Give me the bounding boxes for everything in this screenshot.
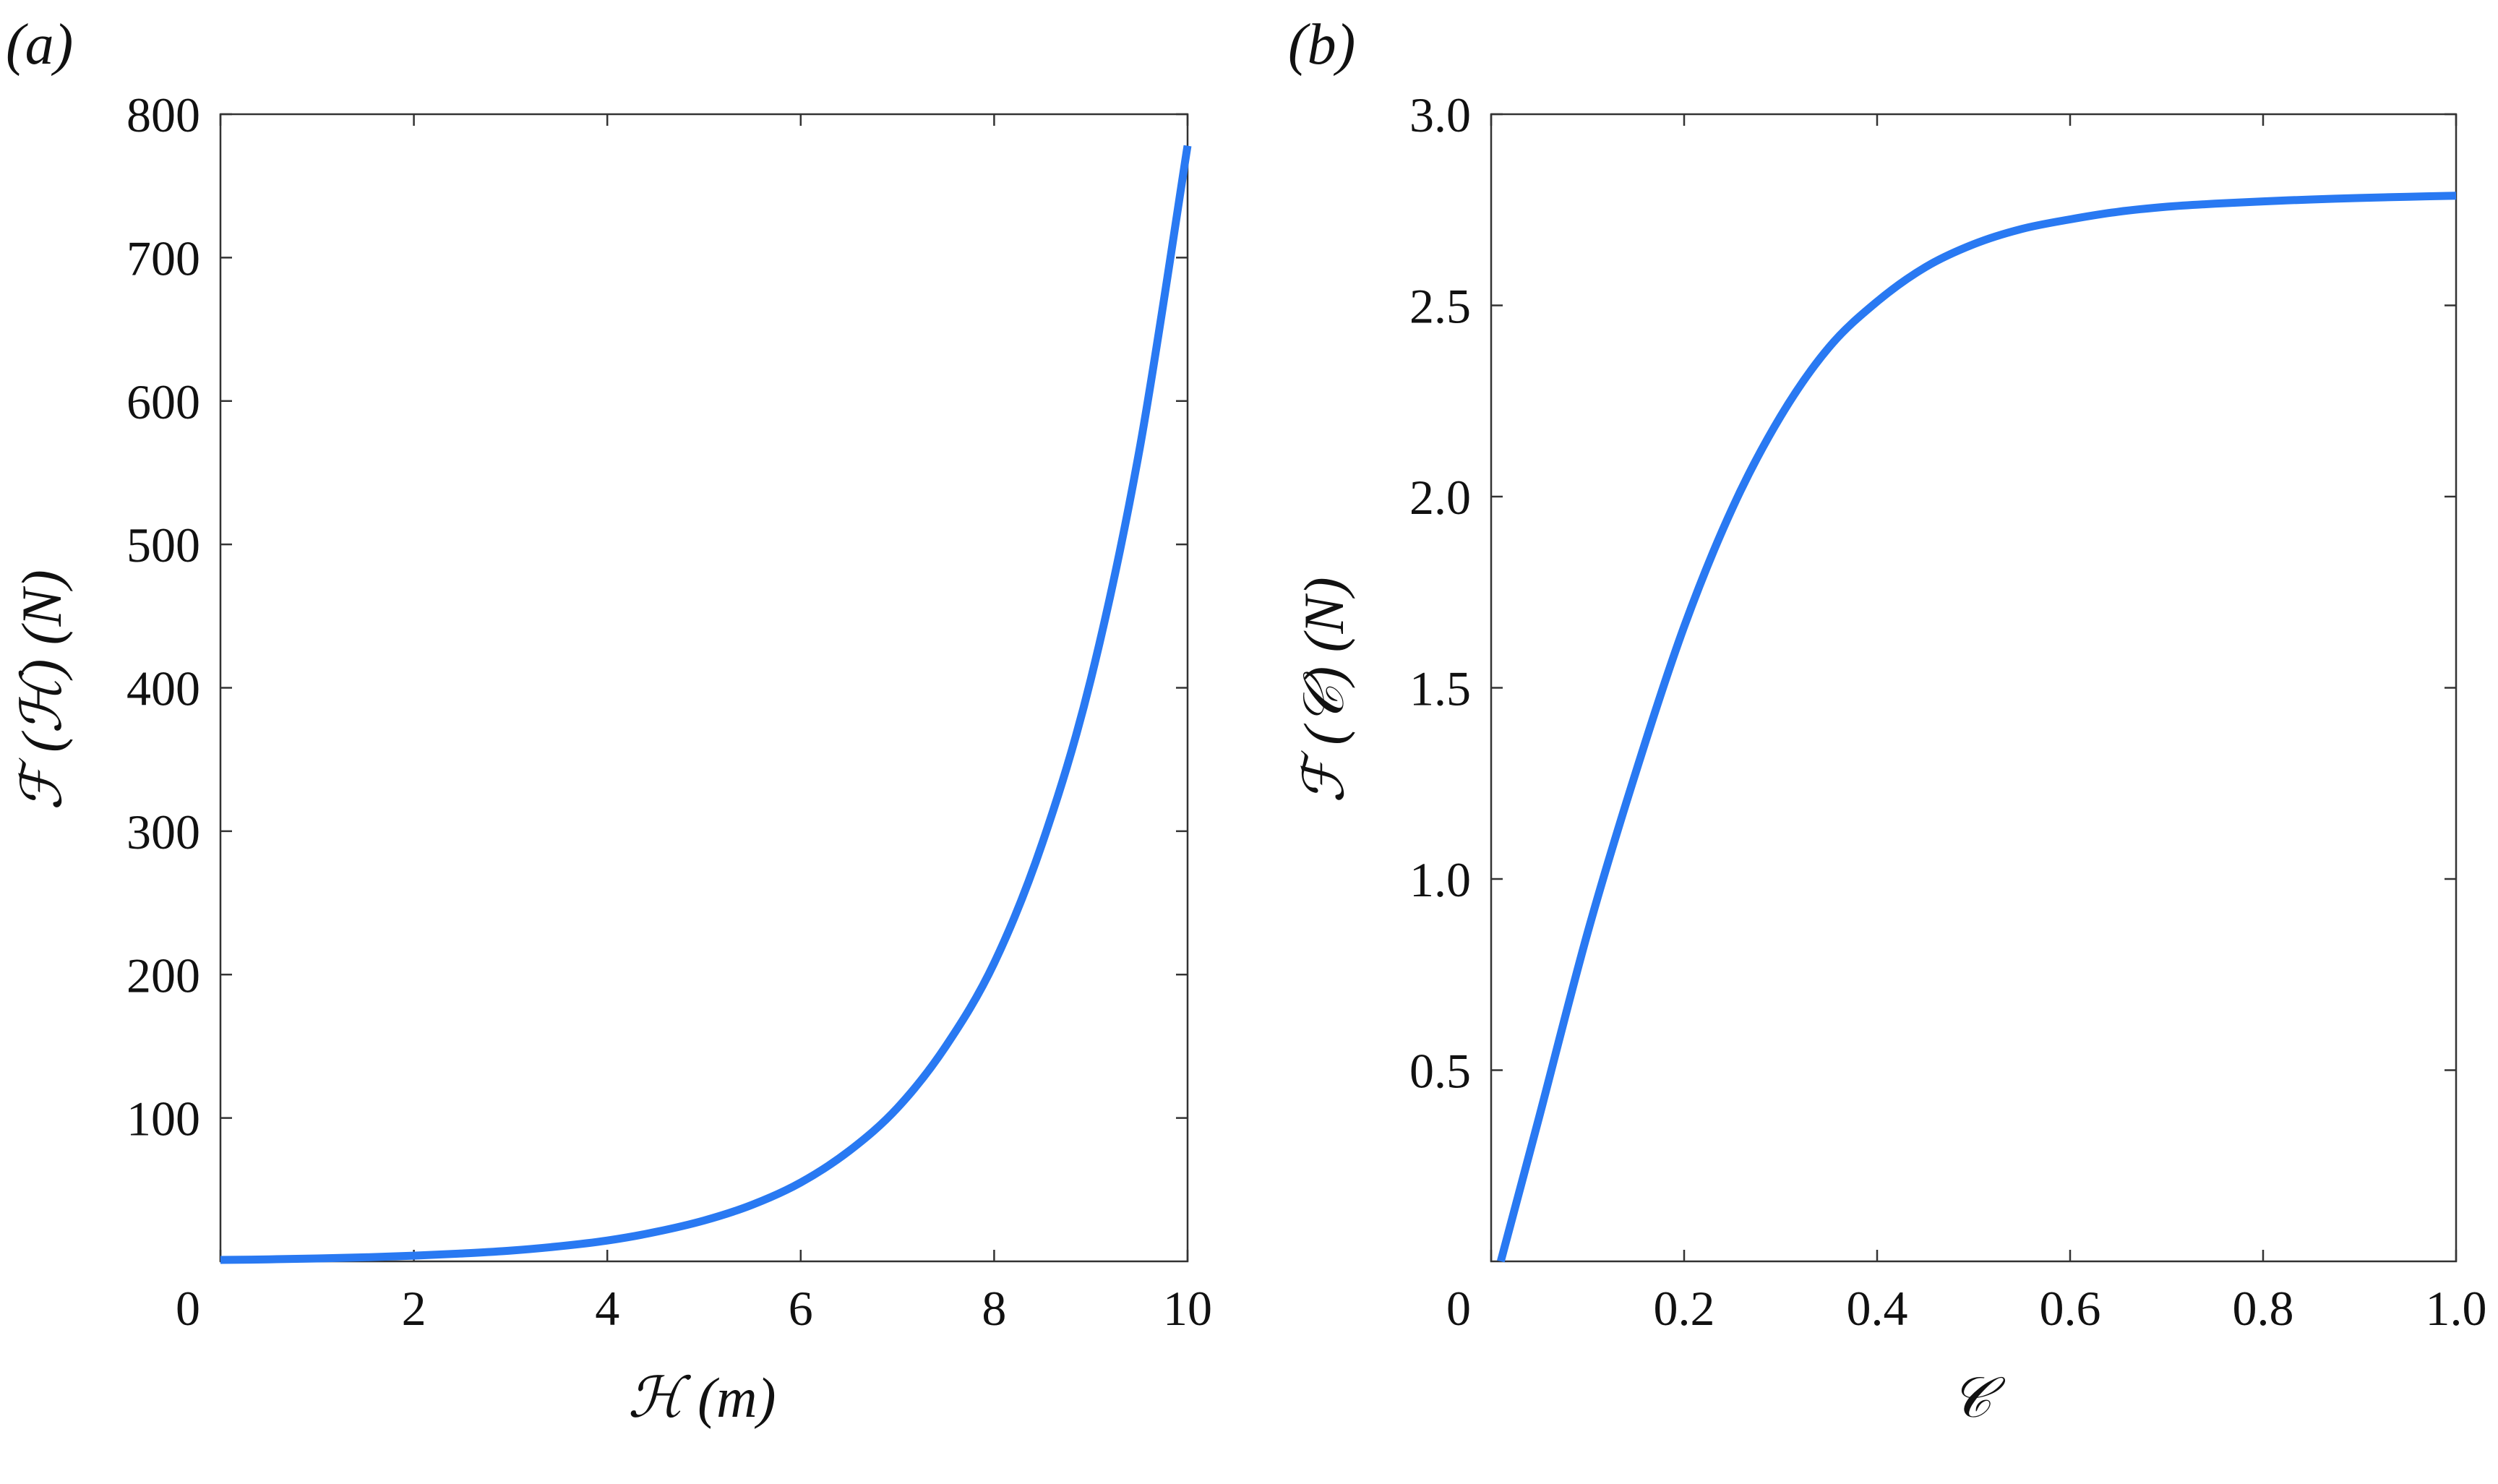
panel-a-y-tick-label: 300	[126, 805, 200, 859]
panel-b-x-tick-label: 0	[1446, 1281, 1471, 1336]
panel-a-y-axis-label: ℱ (ℋ) (N)	[10, 570, 73, 810]
panel-b-curve	[1496, 192, 2457, 1263]
panel-a-y-tick-label: 500	[126, 518, 200, 572]
panel-b-x-tick-label: 0.4	[1847, 1281, 1908, 1336]
panel-b-x-tick-label: 0.2	[1654, 1281, 1715, 1336]
panel-a: (a) ℋ (m) ℱ (ℋ) (N) 0 2 4 6 8 10 100 200 300 400 5…	[6, 13, 1212, 1429]
panel-a-x-tick-label: 10	[1163, 1281, 1212, 1336]
panel-a-y-tick-label: 100	[126, 1091, 200, 1146]
panel-b-x-axis-label: 𝒞	[1951, 1366, 2006, 1429]
panel-a-plot-frame	[219, 113, 1189, 1263]
panel-b-x-tick-label: 1.0	[2426, 1281, 2487, 1336]
panel-a-label: (a)	[6, 13, 73, 77]
panel-b-y-axis-label: ℱ (𝒞) (N)	[1292, 577, 1355, 803]
panel-b-y-tick-label: 3.0	[1409, 87, 1471, 142]
panel-b-y-tick-label: 1.5	[1409, 661, 1471, 716]
panel-b-x-tick-label: 0.6	[2040, 1281, 2101, 1336]
panel-b-plot-frame	[1490, 113, 2458, 1263]
panel-b-y-tick-label: 1.0	[1409, 852, 1471, 907]
panel-a-x-tick-label: 6	[789, 1281, 813, 1336]
panel-a-x-tick-label: 0	[176, 1281, 200, 1336]
panel-b-y-tick-label: 2.0	[1409, 470, 1471, 525]
panel-b: (b) 𝒞 ℱ (𝒞) (N) 0 0.2 0.4 0.6 0.8 1.0 0.5 1.0 1.…	[1288, 13, 2487, 1429]
panel-b-y-tick-label: 2.5	[1409, 279, 1471, 334]
panel-a-y-tick-label: 800	[126, 87, 200, 142]
panel-a-x-tick-label: 2	[402, 1281, 426, 1336]
panel-a-x-tick-label: 4	[595, 1281, 619, 1336]
panel-b-label: (b)	[1288, 13, 1355, 77]
panel-a-y-tick-label: 400	[126, 661, 200, 716]
panel-b-y-tick-label: 0.5	[1409, 1044, 1471, 1099]
panel-a-y-tick-label: 200	[126, 948, 200, 1003]
panel-a-y-tick-label: 700	[126, 231, 200, 286]
panel-a-x-tick-label: 8	[982, 1281, 1006, 1336]
panel-a-x-axis-label: ℋ (m)	[628, 1366, 776, 1429]
panel-a-curve	[220, 145, 1192, 1264]
panel-b-x-tick-label: 0.8	[2233, 1281, 2294, 1336]
panel-a-y-tick-label: 600	[126, 374, 200, 429]
